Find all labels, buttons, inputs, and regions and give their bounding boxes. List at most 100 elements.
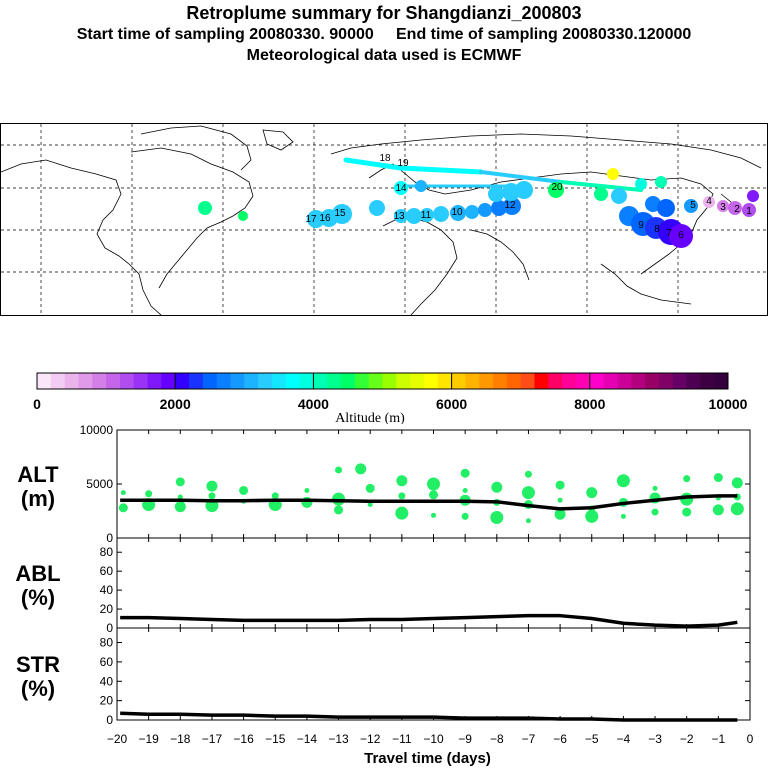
x-tick-label: −1 [712,732,726,746]
colorbar-cell [410,373,425,389]
colorbar-cell [244,373,259,389]
trajectory-dot [594,187,608,201]
x-tick-label: −6 [553,732,567,746]
trajectory-label: 2 [734,204,740,215]
trajectory-label: 20 [551,182,563,193]
trajectory-dot [611,188,627,204]
panel-label: STR [16,652,60,677]
scatter-point [651,508,659,516]
trajectory-dot [488,186,504,202]
trajectory-dot [307,210,325,228]
sampling-times: Start time of sampling 20080330. 90000 E… [76,26,692,43]
colorbar-cell [451,373,466,389]
trajectory-dot [465,205,479,219]
colorbar-tick-label: 6000 [436,396,467,412]
trajectory-dot [742,203,756,217]
trajectory-dot [238,211,248,221]
colorbar-cell [493,373,508,389]
colorbar-tick-label: 4000 [298,396,329,412]
trajectory-dot [607,168,619,180]
y-tick-label: 60 [100,564,114,578]
scatter-point [177,494,183,500]
panel-unit: (%) [21,676,55,701]
colorbar-cell [396,373,411,389]
trajectory-dot [717,200,729,212]
trajectory-segments [343,157,643,192]
scatter-point [731,477,743,489]
colorbar-cell [285,373,301,389]
colorbar-cell [202,373,218,389]
trajectory-label: 15 [334,208,346,219]
trajectory-label: 14 [395,183,407,194]
y-tick-label: 10000 [80,423,114,437]
panel-label: ABL [15,561,60,586]
colorbar-label: Altitude (m) [335,411,405,424]
trajectory-dot [728,201,742,215]
x-tick-label: −19 [138,732,159,746]
colorbar-cell [631,373,646,389]
colorbar-cell [258,373,273,389]
trajectory-label: 11 [421,210,432,221]
colorbar-cell [64,373,79,389]
colorbar-cell [327,373,342,389]
scatter-point [271,492,279,500]
scatter-point [335,466,343,474]
y-tick-label: 40 [100,674,114,688]
series-line [120,613,738,628]
colorbar-cell [92,373,107,389]
scatter-point [395,506,409,520]
colorbar-cell [465,373,480,389]
x-tick-label: 0 [747,732,754,746]
trajectory-dot [332,204,352,224]
x-tick-label: −13 [328,732,349,746]
scatter-point [586,487,598,499]
trajectory-label: 10 [451,207,463,218]
scatter-point [524,470,532,478]
trajectory-label: 3 [720,202,726,213]
scatter-point [367,502,373,508]
colorbar-cell [147,373,162,389]
colorbar-cell [562,373,577,389]
scatter-point [429,490,438,500]
scatter-point [585,509,599,523]
colorbar-cell [50,373,66,389]
panel-frame [116,627,751,721]
colorbar-tick-label: 8000 [574,396,605,412]
trajectory-dot [450,205,466,221]
colorbar-cell [175,373,190,389]
colorbar-cell [589,373,605,389]
trajectory-dot [478,203,492,217]
colorbar-cell [354,373,370,389]
scatter-point [730,502,744,516]
colorbar-cell [368,373,383,389]
panel-unit: (%) [21,585,55,610]
y-tick-label: 40 [100,583,114,597]
trajectory-label: 16 [319,213,331,224]
trajectory-segment [559,180,643,192]
scatter-point [490,510,504,524]
x-tick-label: −11 [392,732,412,746]
y-tick-label: 0 [106,531,113,545]
chart-title: Retroplume summary for Shangdianzi_20080… [186,3,582,23]
trajectory-label: 1 [746,206,752,217]
y-tick-label: 20 [100,694,114,708]
x-axis-title: Travel time (days) [364,750,491,767]
trajectory-label: 12 [504,200,516,211]
trajectory-segment [479,170,563,184]
scatter-point [620,513,626,519]
x-tick-label: −14 [297,732,318,746]
x-tick-label: −2 [680,732,694,746]
scatter-point [304,487,310,493]
trajectory-label: 13 [393,211,405,222]
altitude-colorbar: 0 2000 4000 6000 8000 10000 Altitude (m) [33,372,748,424]
colorbar-cell [437,373,453,389]
trajectory-dot [747,190,759,202]
y-tick-label: 60 [100,655,114,669]
trajectory-dot [406,208,422,224]
colorbar-cell [645,373,660,389]
colorbar-cell [658,373,674,389]
x-tick-label: −20 [107,732,128,746]
trajectory-segment [343,157,404,171]
trajectory-dot [684,199,698,213]
panel-frame [116,537,751,629]
